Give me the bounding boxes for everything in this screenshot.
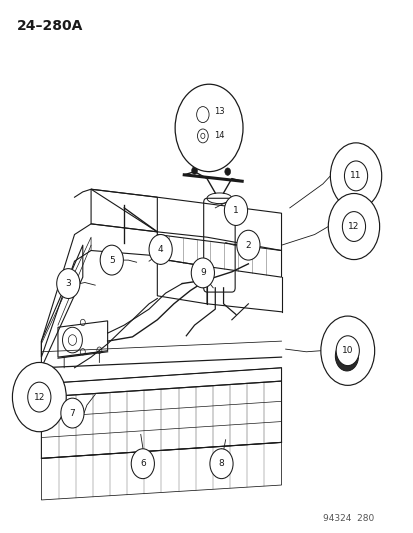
Circle shape (12, 362, 66, 432)
Text: 14: 14 (214, 132, 224, 140)
Text: 1: 1 (233, 206, 238, 215)
Circle shape (320, 316, 374, 385)
Circle shape (61, 398, 84, 428)
Text: 4: 4 (157, 245, 163, 254)
Circle shape (342, 212, 365, 241)
Text: 12: 12 (347, 222, 359, 231)
Text: 8: 8 (218, 459, 224, 468)
Text: 24–280A: 24–280A (17, 19, 83, 33)
Text: 10: 10 (341, 346, 353, 355)
Text: 6: 6 (140, 459, 145, 468)
Circle shape (328, 193, 379, 260)
Circle shape (175, 84, 242, 172)
Circle shape (335, 336, 358, 366)
Circle shape (100, 245, 123, 275)
Text: 9: 9 (199, 269, 205, 277)
Circle shape (224, 196, 247, 225)
Circle shape (208, 164, 214, 172)
Text: 3: 3 (65, 279, 71, 288)
Circle shape (340, 349, 352, 364)
Circle shape (28, 382, 51, 412)
Circle shape (149, 235, 172, 264)
Text: 5: 5 (109, 256, 114, 264)
Text: 12: 12 (33, 393, 45, 401)
Circle shape (191, 167, 197, 174)
Circle shape (330, 143, 381, 209)
Circle shape (131, 449, 154, 479)
Circle shape (209, 449, 233, 479)
Circle shape (344, 161, 367, 191)
Text: 13: 13 (214, 108, 224, 116)
Circle shape (236, 230, 259, 260)
Text: 11: 11 (349, 172, 361, 180)
Circle shape (224, 168, 230, 175)
Text: 7: 7 (69, 409, 75, 417)
Text: 94324  280: 94324 280 (322, 514, 373, 523)
Circle shape (335, 341, 358, 371)
Circle shape (57, 269, 80, 298)
Text: 2: 2 (245, 241, 251, 249)
Circle shape (191, 258, 214, 288)
